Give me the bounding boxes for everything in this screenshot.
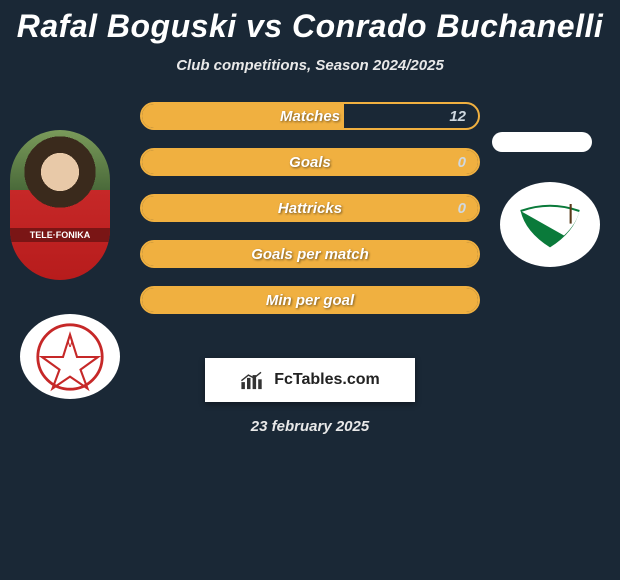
stat-bar: Matches12: [140, 102, 480, 130]
stat-bar-value: 0: [458, 196, 466, 220]
club-right-badge: [500, 182, 600, 267]
stat-bar: Goals per match: [140, 240, 480, 268]
player-left-avatar: [10, 130, 110, 280]
stat-bar-label: Goals: [142, 150, 478, 174]
player-right-placeholder: [492, 132, 592, 152]
stat-bar: Min per goal: [140, 286, 480, 314]
brand-text: FcTables.com: [274, 371, 380, 389]
subtitle: Club competitions, Season 2024/2025: [0, 57, 620, 74]
brand-watermark: FcTables.com: [205, 358, 415, 402]
club-left-icon: V: [35, 322, 105, 392]
comparison-panel: V Matches12Goals0Hattricks0Goals per mat…: [0, 102, 620, 314]
brand-chart-icon: [240, 369, 268, 391]
stat-bar: Goals0: [140, 148, 480, 176]
stat-bar-label: Hattricks: [142, 196, 478, 220]
stat-bar-value: 12: [449, 104, 466, 128]
stat-bar-label: Min per goal: [142, 288, 478, 312]
stat-bar-value: 0: [458, 150, 466, 174]
generation-date: 23 february 2025: [0, 418, 620, 435]
club-right-icon: [515, 195, 585, 255]
club-left-badge: V: [20, 314, 120, 399]
svg-text:V: V: [67, 339, 73, 349]
stat-bar: Hattricks0: [140, 194, 480, 222]
page-title: Rafal Boguski vs Conrado Buchanelli: [0, 0, 620, 45]
stat-bars: Matches12Goals0Hattricks0Goals per match…: [140, 102, 480, 314]
stat-bar-label: Matches: [142, 104, 478, 128]
stat-bar-label: Goals per match: [142, 242, 478, 266]
